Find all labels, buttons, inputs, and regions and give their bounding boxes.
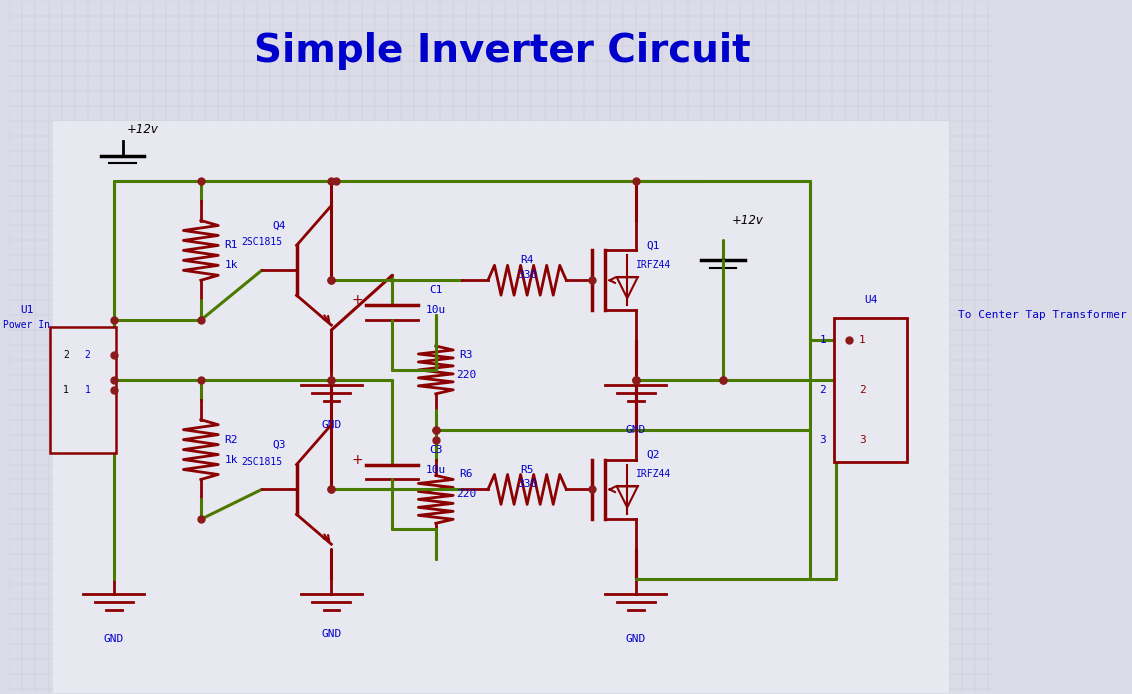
Text: 1: 1 bbox=[859, 335, 866, 345]
Text: +: + bbox=[352, 293, 363, 307]
Text: R5: R5 bbox=[521, 464, 534, 475]
Text: Q4: Q4 bbox=[273, 221, 286, 230]
Text: 220: 220 bbox=[456, 489, 477, 500]
Text: 3: 3 bbox=[820, 434, 826, 445]
Text: Q2: Q2 bbox=[646, 450, 660, 459]
Text: C3: C3 bbox=[429, 445, 443, 455]
Text: 2: 2 bbox=[63, 350, 69, 360]
FancyBboxPatch shape bbox=[53, 121, 949, 694]
Text: GND: GND bbox=[104, 634, 123, 644]
Text: 1k: 1k bbox=[224, 260, 238, 271]
Text: 330: 330 bbox=[517, 480, 538, 489]
Text: GND: GND bbox=[321, 629, 342, 639]
Text: R1: R1 bbox=[224, 240, 238, 251]
Text: 2: 2 bbox=[820, 385, 826, 395]
FancyBboxPatch shape bbox=[50, 327, 117, 452]
Text: R2: R2 bbox=[224, 434, 238, 445]
Text: To Center Tap Transformer: To Center Tap Transformer bbox=[958, 310, 1126, 320]
Text: Q3: Q3 bbox=[273, 439, 286, 450]
Text: IRFZ44: IRFZ44 bbox=[636, 260, 671, 271]
Text: GND: GND bbox=[626, 634, 646, 644]
Text: C1: C1 bbox=[429, 285, 443, 295]
Text: 10u: 10u bbox=[426, 305, 446, 315]
Text: +: + bbox=[352, 452, 363, 466]
Text: 1: 1 bbox=[63, 385, 69, 395]
Text: IRFZ44: IRFZ44 bbox=[636, 469, 671, 480]
Text: R3: R3 bbox=[460, 350, 473, 360]
Text: Q1: Q1 bbox=[646, 240, 660, 251]
Text: 2SC1815: 2SC1815 bbox=[241, 457, 282, 466]
Text: GND: GND bbox=[626, 425, 646, 434]
Text: U1: U1 bbox=[20, 305, 34, 315]
FancyBboxPatch shape bbox=[834, 318, 908, 462]
Text: 3: 3 bbox=[859, 434, 866, 445]
Text: 1k: 1k bbox=[224, 455, 238, 464]
Text: +12v: +12v bbox=[127, 123, 158, 136]
Text: 220: 220 bbox=[456, 370, 477, 380]
Text: R4: R4 bbox=[521, 255, 534, 265]
Text: 1: 1 bbox=[85, 385, 91, 395]
Text: 2SC1815: 2SC1815 bbox=[241, 237, 282, 248]
Text: +12v: +12v bbox=[731, 214, 763, 227]
Text: 10u: 10u bbox=[426, 464, 446, 475]
Text: Simple Inverter Circuit: Simple Inverter Circuit bbox=[254, 32, 751, 70]
Text: Power In: Power In bbox=[3, 320, 50, 330]
Text: R6: R6 bbox=[460, 469, 473, 480]
Text: 2: 2 bbox=[85, 350, 91, 360]
Text: 330: 330 bbox=[517, 270, 538, 280]
Text: 2: 2 bbox=[859, 385, 866, 395]
Text: 1: 1 bbox=[820, 335, 826, 345]
Text: U4: U4 bbox=[864, 295, 877, 305]
Text: GND: GND bbox=[321, 420, 342, 430]
